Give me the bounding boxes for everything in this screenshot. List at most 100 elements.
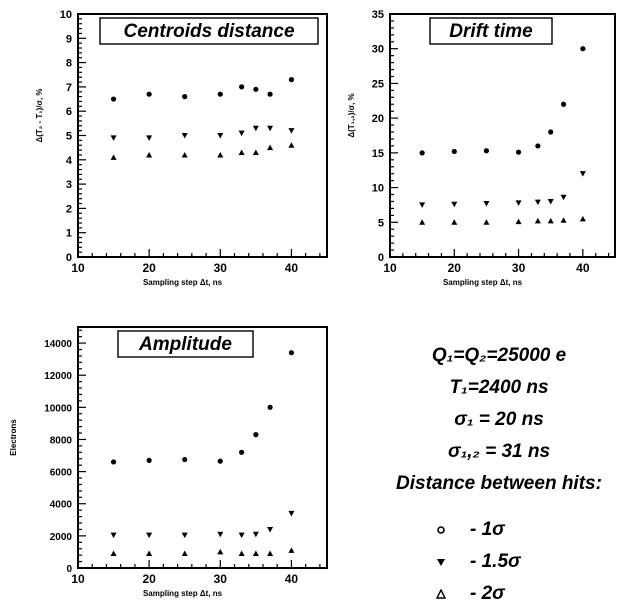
data-point [252, 531, 259, 538]
y-tick-label: 1 [66, 228, 72, 240]
data-point [451, 148, 457, 155]
data-point [238, 532, 245, 539]
data-point [267, 550, 274, 557]
legend-label: - 2σ [470, 583, 505, 604]
data-point [110, 550, 117, 557]
legend-entry-1.5sigma: - 1.5σ [436, 546, 636, 578]
data-point [217, 151, 224, 158]
legend-triangle-up-marker [436, 589, 446, 599]
info-line-charge: Q₁=Q₂=25000 e [431, 345, 567, 366]
data-point [238, 550, 245, 557]
data-point [288, 510, 295, 517]
data-point [515, 218, 522, 225]
x-tick-label: 30 [214, 261, 228, 275]
legend-triangle-down-marker [437, 559, 445, 566]
info-line-sigma12: σ₁,₂ = 31 ns [447, 441, 551, 462]
y-tick-label: 20 [372, 113, 384, 125]
data-point [181, 151, 188, 158]
data-point [288, 350, 295, 356]
data-point [579, 171, 586, 177]
x-tick-label: 20 [142, 572, 156, 586]
chart-panel-drift: 0 5 10 15 20 25 30 35 10 20 30 40 Sampling step Δt, … [347, 9, 616, 287]
data-point [110, 459, 117, 465]
data-point [579, 215, 586, 222]
data-point [110, 135, 117, 141]
y-tick-label: 2 [66, 203, 72, 215]
data-point [288, 128, 295, 134]
y-tick-label: 4 [66, 155, 73, 167]
chart-title: Amplitude [138, 334, 232, 355]
y-tick-label: 25 [372, 78, 384, 90]
data-point [146, 457, 152, 463]
data-point [419, 150, 425, 156]
legend: - 1σ - 1.5σ - 2σ [436, 514, 636, 610]
x-tick-label: 20 [142, 261, 156, 275]
title-box [117, 330, 254, 358]
data-point [181, 133, 188, 139]
data-point [238, 130, 245, 137]
y-tick-label: 15 [372, 148, 384, 160]
y-tick-label: 0 [66, 564, 72, 575]
data-point [483, 219, 490, 225]
data-point [238, 149, 245, 156]
data-point [288, 547, 295, 553]
legend-label: - 1.5σ [470, 551, 521, 572]
data-point [267, 144, 274, 151]
info-line-distance-heading: Distance between hits: [396, 473, 602, 494]
x-tick-label: 10 [71, 261, 85, 275]
y-tick-label: 9 [66, 33, 72, 45]
chart-title: Drift time [449, 21, 533, 42]
x-tick-label: 30 [214, 572, 228, 586]
title-box [99, 17, 319, 45]
data-point [548, 129, 554, 135]
data-point [419, 202, 426, 208]
data-point [534, 199, 541, 206]
data-point [239, 84, 245, 90]
x-axis-label: Sampling step Δt, ns [443, 278, 523, 287]
info-line-time: T₁=2400 ns [449, 377, 549, 398]
data-point [560, 217, 567, 223]
y-tick-label: 7 [66, 82, 72, 94]
data-point [217, 548, 224, 555]
data-point [110, 532, 117, 539]
x-tick-label: 10 [71, 572, 85, 586]
data-point [547, 217, 554, 224]
y-tick-label: 14000 [44, 339, 72, 350]
y-tick-label: 12000 [44, 371, 72, 382]
x-tick-label: 30 [512, 261, 526, 275]
y-tick-label: 10000 [44, 403, 72, 414]
data-point [419, 219, 426, 225]
data-point [146, 151, 153, 158]
data-point [267, 404, 273, 410]
info-line-sigma1: σ₁ = 20 ns [454, 409, 544, 430]
data-point [267, 526, 274, 533]
y-tick-label: 10 [372, 183, 384, 195]
data-point [146, 550, 153, 557]
data-point [217, 133, 224, 139]
data-point [515, 200, 522, 206]
data-point [181, 532, 188, 539]
data-point [146, 135, 153, 141]
data-point [560, 101, 567, 107]
y-tick-label: 35 [372, 9, 384, 21]
y-axis-label: Electrons [9, 419, 18, 456]
y-tick-label: 30 [372, 44, 384, 56]
data-point [239, 449, 245, 455]
data-point [181, 550, 188, 557]
data-point [534, 217, 541, 224]
data-point [252, 149, 259, 156]
data-point [217, 91, 223, 97]
y-tick-label: 0 [66, 252, 72, 264]
chart-panel-amplitude: 0 2000 4000 6000 8000 10000 12000 14000 10 20 30 40… [9, 326, 328, 598]
data-point [451, 219, 458, 225]
data-point [483, 148, 490, 154]
data-point [110, 154, 117, 160]
y-tick-label: 2000 [50, 532, 73, 543]
y-tick-label: 8000 [50, 435, 73, 446]
chart-panel-centroids: 0 1 2 3 4 5 6 7 8 9 10 10 20 30 40 Sampling step Δt, ns… [35, 9, 328, 287]
x-tick-label: 40 [576, 261, 590, 275]
data-point [217, 458, 223, 464]
data-point [182, 456, 188, 463]
data-point [252, 125, 259, 132]
parameters-text: Q₁=Q₂=25000 e T₁=2400 ns σ₁ = 20 ns σ₁,₂… [360, 340, 638, 500]
